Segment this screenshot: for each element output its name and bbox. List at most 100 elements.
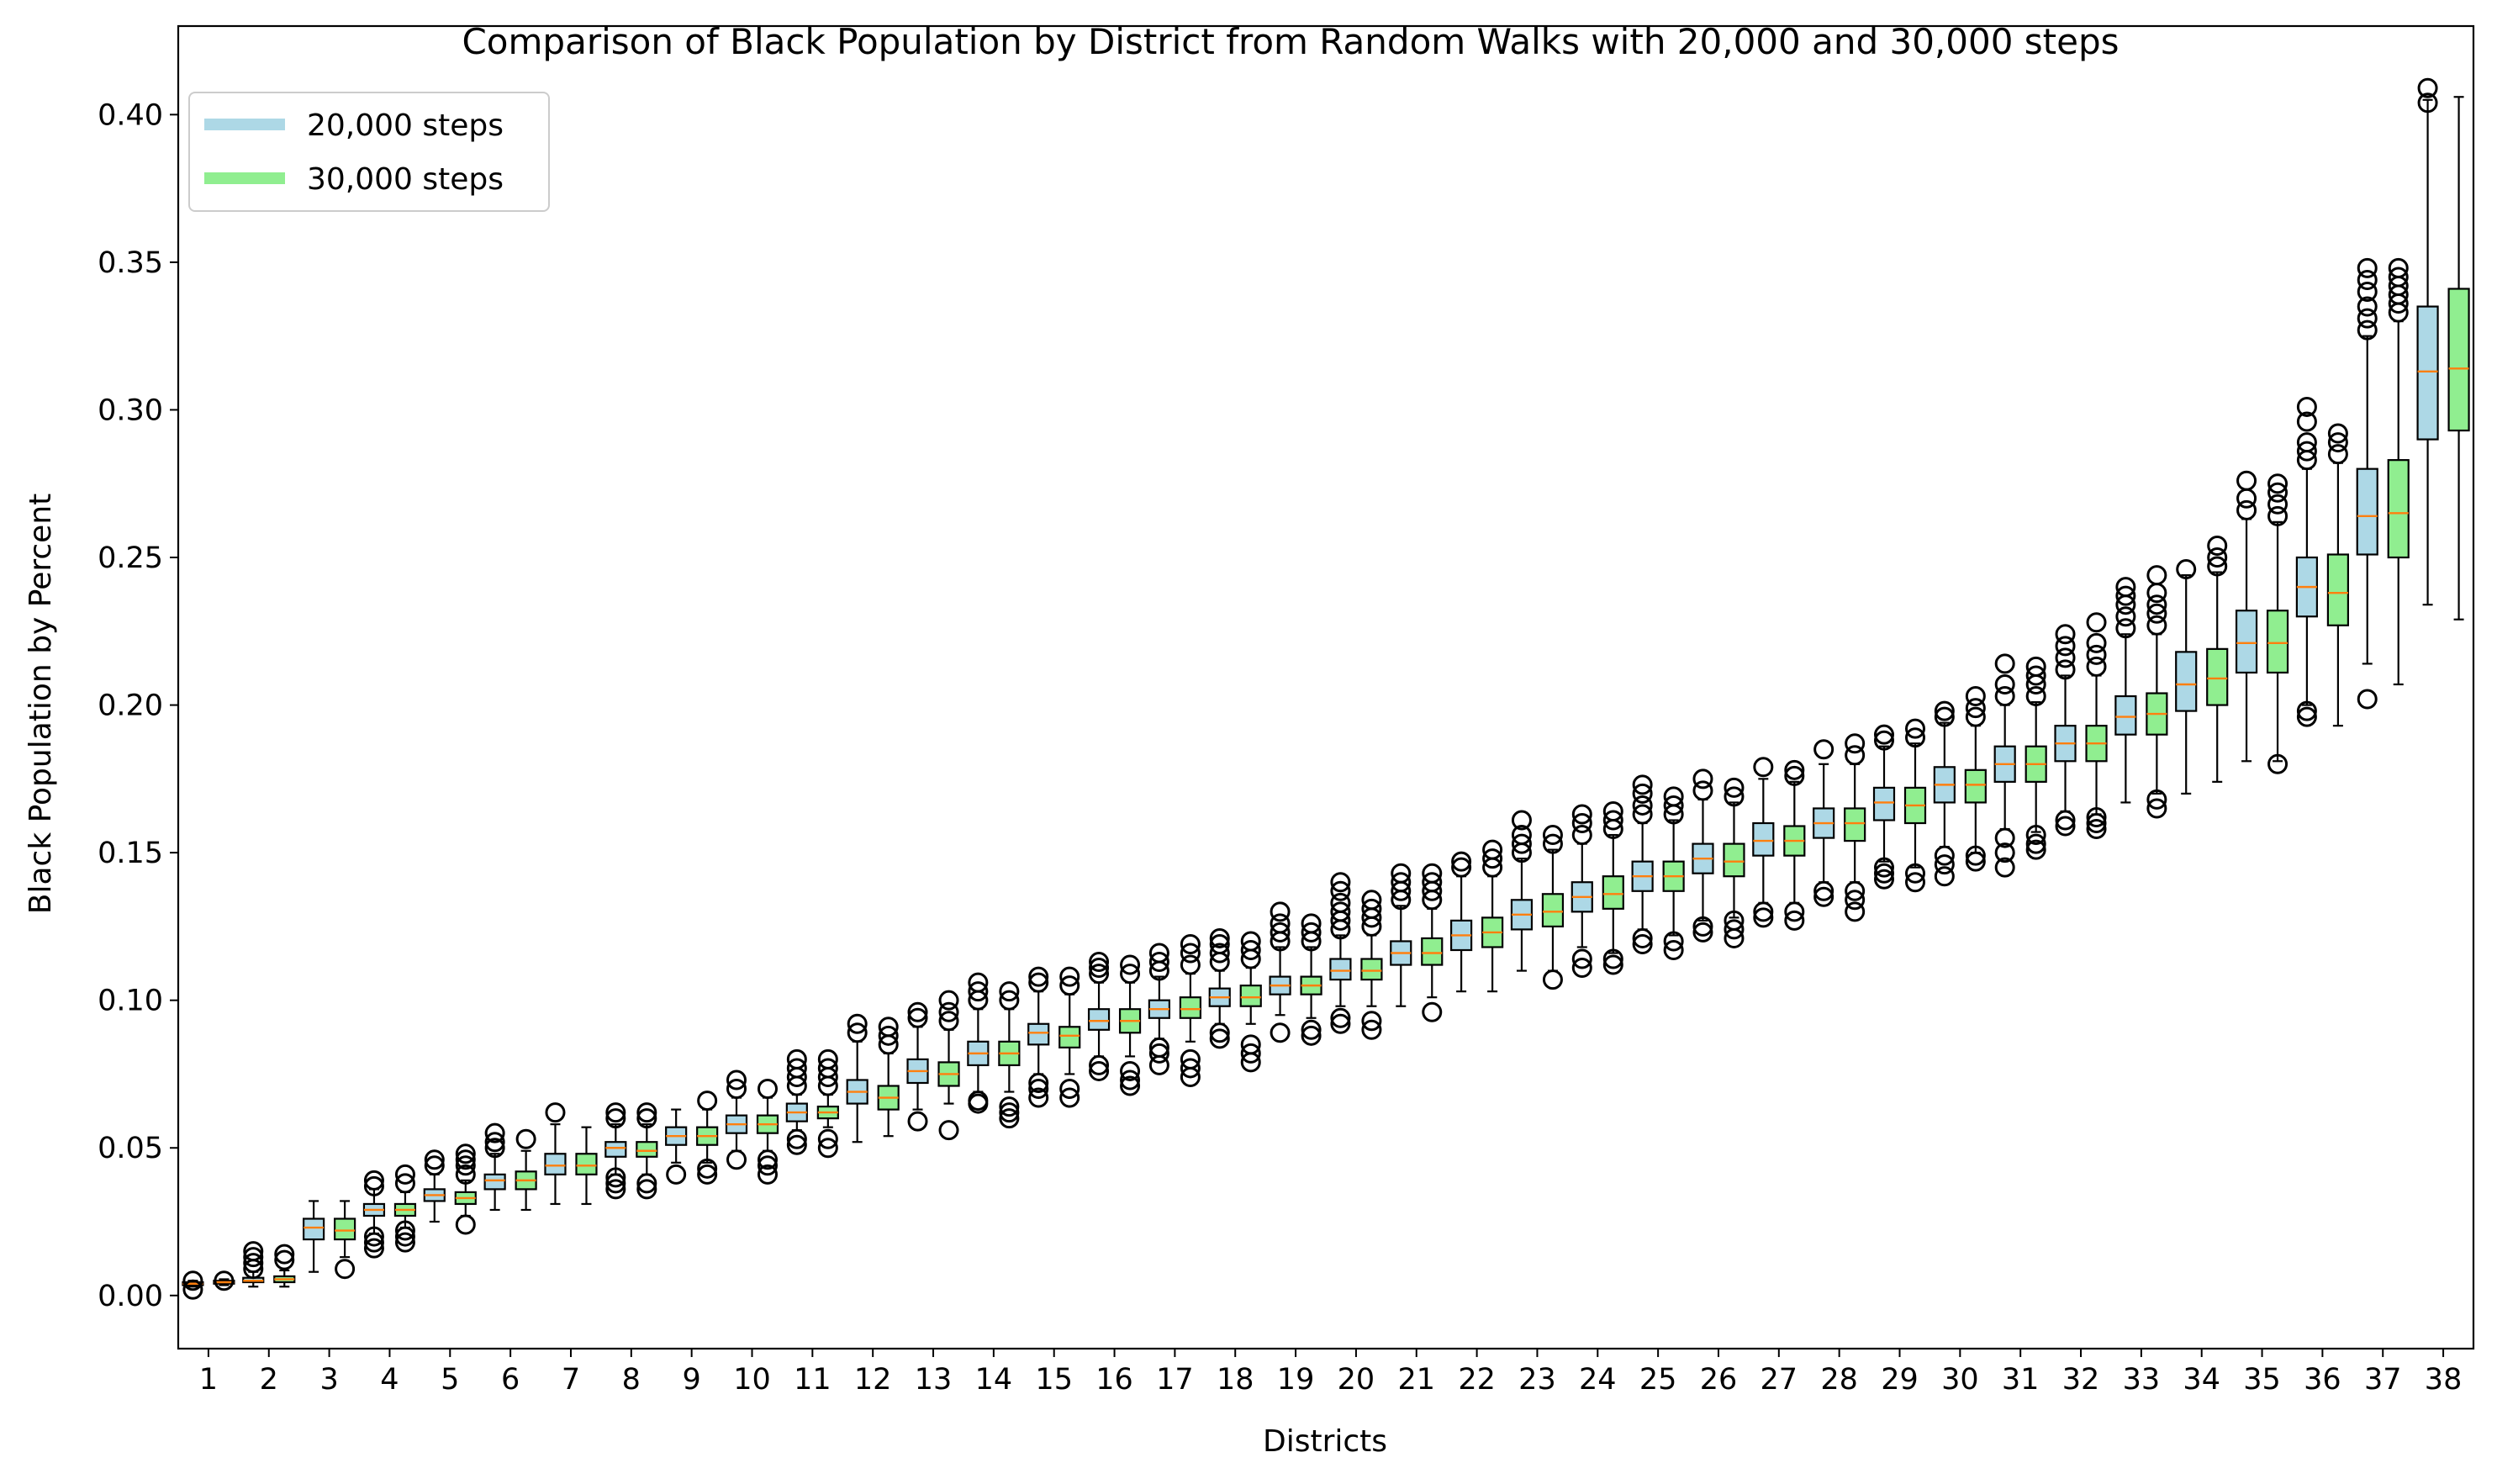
outlier-point [1994, 686, 2015, 707]
box-body [1602, 875, 1624, 910]
outlier-point [605, 1167, 626, 1188]
outlier-point [1422, 863, 1443, 884]
y-tick-label: 0.30 [98, 393, 163, 427]
outlier-point [1845, 890, 1866, 911]
outlier-point [1813, 886, 1834, 907]
outlier-point [2357, 320, 2378, 341]
outlier-point [2025, 839, 2046, 860]
outlier-point [1965, 706, 1986, 727]
box-district-16 [1118, 954, 1142, 1096]
box-district-13 [937, 990, 960, 1141]
outlier-point [1209, 927, 1230, 948]
box-district-27 [1752, 757, 1775, 928]
outlier-point [2388, 257, 2409, 278]
y-tick-label: 0.25 [98, 541, 163, 575]
outlier-point [1148, 952, 1169, 973]
outlier-point [938, 1001, 959, 1022]
box-district-28 [1844, 733, 1866, 922]
outlier-point [1874, 730, 1894, 751]
outlier-point [1330, 1013, 1351, 1034]
box-body [544, 1153, 567, 1175]
outlier-point [1632, 795, 1653, 816]
outlier-point [1602, 810, 1623, 831]
outlier-point [1663, 795, 1684, 816]
outlier-point [1148, 1043, 1169, 1064]
x-tick-label: 6 [501, 1363, 520, 1397]
box-body [1541, 893, 1565, 928]
box-district-3 [334, 1200, 356, 1280]
outlier-point [636, 1173, 657, 1194]
box-district-21 [1390, 863, 1412, 1007]
outlier-point [2055, 647, 2076, 668]
outlier-point [817, 1128, 838, 1149]
box-district-4 [362, 1170, 386, 1259]
box-district-7 [544, 1102, 567, 1206]
box-body [2206, 647, 2229, 706]
outlier-point [2417, 92, 2438, 114]
legend-label-20000: 20,000 steps [307, 108, 504, 143]
box-district-22 [1450, 851, 1473, 993]
outlier-point [1874, 857, 1894, 878]
box-body [1872, 786, 1896, 821]
outlier-point [2357, 282, 2378, 303]
outlier-point [2086, 806, 2107, 827]
outlier-point [1511, 833, 1532, 854]
outlier-point [515, 1128, 536, 1149]
outlier-point [1692, 922, 1713, 943]
outlier-point [1813, 880, 1834, 901]
y-tick-label: 0.40 [98, 98, 163, 132]
outlier-point [243, 1247, 264, 1268]
outlier-point [847, 1022, 868, 1043]
outlier-point [484, 1132, 505, 1153]
outlier-point [726, 1079, 747, 1100]
legend-label-30000: 30,000 steps [307, 162, 504, 197]
y-axis: 0.00 0.05 0.10 0.15 0.20 0.25 0.30 0.35 0.40 [98, 98, 178, 1313]
outlier-point [1874, 869, 1894, 890]
outlier-point [1089, 1060, 1110, 1081]
box-district-32 [2085, 612, 2108, 840]
outlier-point [1120, 1069, 1141, 1091]
outlier-point [2417, 77, 2438, 98]
y-tick-label: 0.10 [98, 985, 163, 1018]
outlier-point [1059, 1087, 1080, 1108]
outlier-point [214, 1270, 235, 1291]
box-body [1844, 807, 1866, 842]
outlier-point [394, 1173, 415, 1194]
outlier-point [1994, 673, 2015, 694]
outlier-point [1632, 804, 1653, 825]
outlier-point [817, 1138, 838, 1159]
box-body [1087, 1008, 1111, 1031]
outlier-point [455, 1155, 476, 1176]
outlier-point [2055, 659, 2076, 680]
x-tick-label: 8 [622, 1363, 641, 1397]
outlier-point [1209, 943, 1230, 964]
outlier-point [1753, 757, 1774, 778]
outlier-point [2055, 636, 2076, 657]
box-body [303, 1217, 325, 1241]
box-body [604, 1141, 627, 1158]
outlier-point [455, 1143, 476, 1164]
outlier-point [786, 1134, 807, 1155]
outlier-point [1934, 700, 1955, 721]
x-tick-label: 21 [1397, 1363, 1435, 1397]
outlier-point [2025, 833, 2046, 854]
outlier-point [1180, 1048, 1201, 1069]
outlier-point [2086, 612, 2107, 633]
box-body [1027, 1022, 1050, 1046]
outlier-point [1632, 933, 1653, 954]
outlier-point [1905, 863, 1925, 884]
outlier-point [1028, 972, 1049, 993]
outlier-point [2357, 257, 2378, 278]
box-district-13 [906, 1001, 929, 1132]
outlier-point [1965, 851, 1986, 872]
outlier-point [1994, 857, 2015, 878]
x-tick-label: 22 [1458, 1363, 1496, 1397]
outlier-point [1391, 863, 1412, 884]
outlier-point [999, 1102, 1020, 1123]
outlier-point [1330, 901, 1351, 922]
x-tick-label: 12 [854, 1363, 892, 1397]
outlier-point [243, 1253, 264, 1274]
box-district-20 [1329, 872, 1352, 1034]
outlier-point [484, 1138, 505, 1159]
box-district-18 [1208, 927, 1231, 1049]
